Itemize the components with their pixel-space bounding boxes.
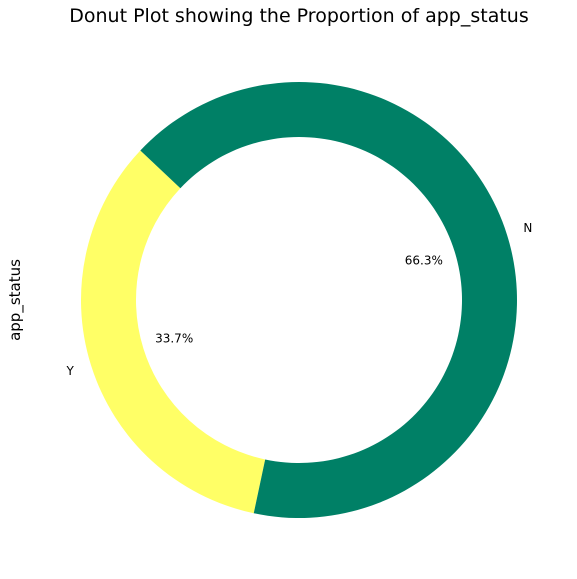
slice-category-label-n: N (523, 221, 532, 235)
chart-title: Donut Plot showing the Proportion of app… (69, 5, 529, 27)
y-axis-label: app_status (6, 259, 25, 341)
slice-labels: Y 33.7% N 66.3% (65, 221, 532, 378)
slice-category-label-y: Y (65, 364, 74, 378)
donut-slices (80, 81, 517, 518)
donut-slice-n (140, 81, 517, 518)
slice-percent-label-y: 33.7% (155, 332, 193, 346)
donut-slice-y (80, 150, 266, 514)
slice-percent-label-n: 66.3% (405, 253, 443, 267)
